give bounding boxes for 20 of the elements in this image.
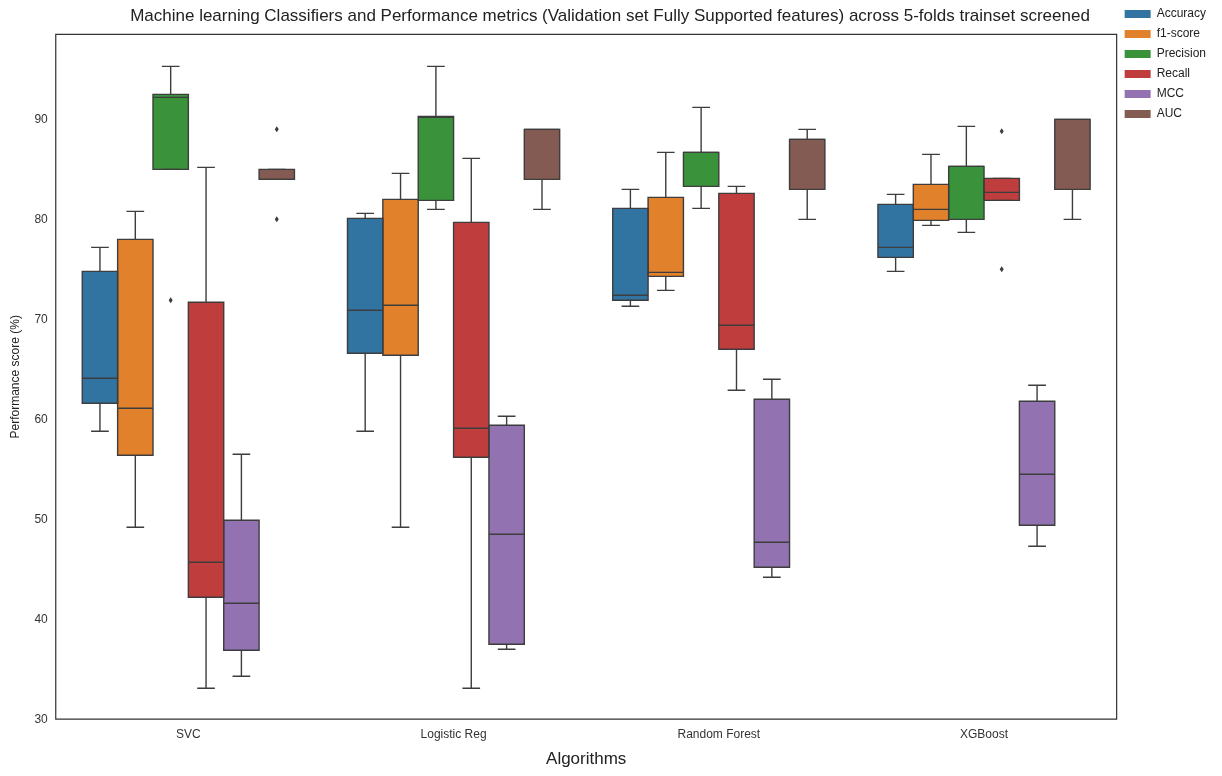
- legend-label: Accuracy: [1156, 6, 1207, 21]
- y-tick-label: 70: [34, 311, 49, 326]
- y-tick-label: 30: [34, 711, 49, 726]
- x-tick-label: Random Forest: [677, 726, 761, 741]
- legend-label: f1-score: [1156, 26, 1201, 41]
- y-tick-label: 60: [34, 411, 49, 426]
- y-tick-label: 40: [34, 611, 49, 626]
- legend-label: Precision: [1156, 46, 1207, 61]
- y-axis-title: Performance score (%): [7, 315, 22, 439]
- y-tick-label: 50: [34, 511, 49, 526]
- y-tick-label: 80: [34, 211, 49, 226]
- x-tick-label: XGBoost: [960, 726, 1009, 741]
- legend-label: AUC: [1156, 106, 1183, 121]
- chart-title: Machine learning Classifiers and Performance metrics (Validation set Fully Supported features) across 5-folds trainset screened: [130, 5, 1090, 25]
- legend-label: MCC: [1156, 86, 1185, 101]
- x-axis-title: Algorithms: [546, 749, 627, 769]
- x-tick-label: Logistic Reg: [420, 726, 487, 741]
- legend-label: Recall: [1156, 66, 1191, 81]
- y-tick-label: 90: [34, 111, 49, 126]
- x-tick-label: SVC: [176, 726, 202, 741]
